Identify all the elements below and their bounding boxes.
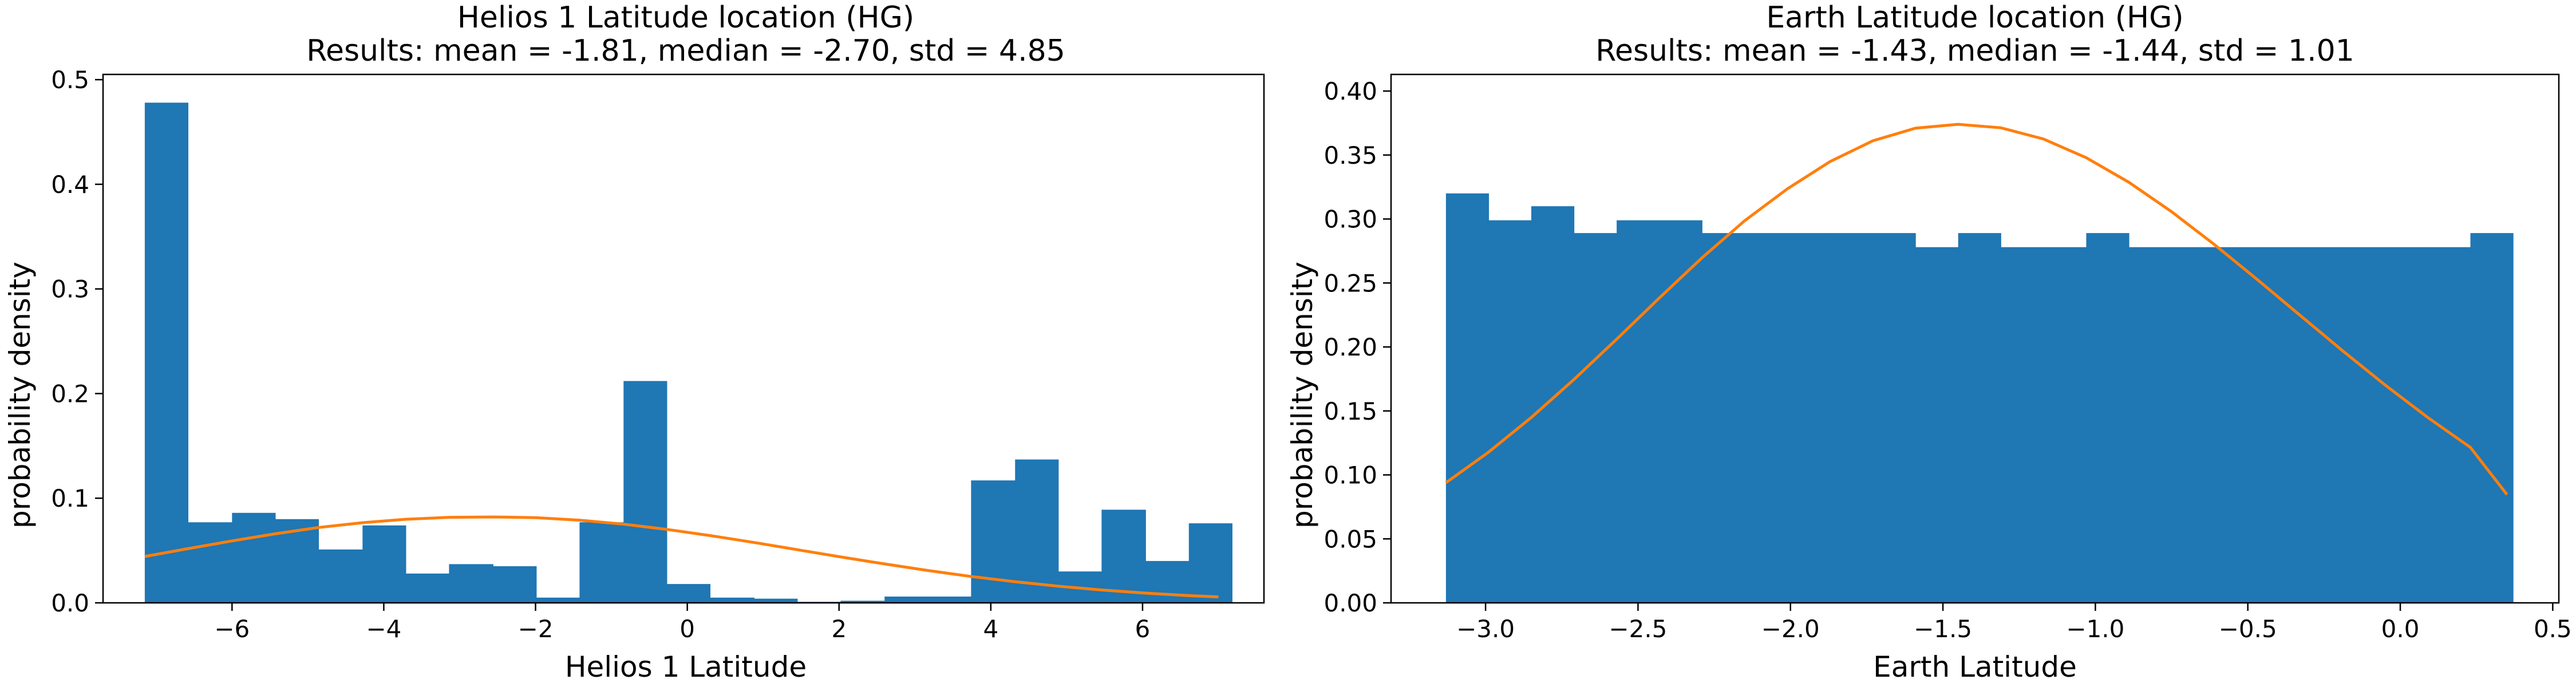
histogram-bar: [1659, 220, 1702, 603]
y-tick-label: 0.15: [1323, 397, 1377, 425]
x-tick-label: 0.5: [2534, 615, 2572, 643]
fit-curve: [1445, 123, 2508, 496]
histogram-bars: [144, 102, 1232, 603]
chart-title: Earth Latitude location (HG): [1766, 1, 2183, 35]
x-axis-ticks: −6 −4 −2 0 2 4 6: [214, 603, 1150, 643]
y-tick-label: 0.25: [1323, 269, 1377, 297]
y-tick-label: 0.3: [51, 275, 89, 303]
y-axis-ticks: 0.0 0.1 0.2 0.3 0.4 0.5: [51, 66, 103, 617]
histogram-bar: [144, 102, 189, 603]
x-tick-label: −0.5: [2219, 615, 2277, 643]
y-tick-label: 0.00: [1323, 589, 1377, 617]
histogram-bar: [2257, 247, 2300, 603]
histogram-bar: [2427, 247, 2471, 603]
histogram-bar: [2470, 233, 2514, 603]
plot-frame: [102, 73, 1265, 604]
plot-frame: [1390, 73, 2560, 604]
chart-subtitle: Results: mean = -1.81, median = -2.70, s…: [306, 34, 1065, 68]
histogram-bar: [623, 381, 667, 603]
histogram-bar: [2385, 247, 2428, 603]
histogram-bar: [318, 549, 363, 603]
histogram-bar: [405, 573, 450, 603]
y-tick-label: 0.20: [1323, 333, 1377, 361]
fit-curve: [144, 515, 1219, 599]
y-axis-ticks: 0.00 0.05 0.10 0.15 0.20 0.25 0.30 0.35 0.40: [1323, 77, 1391, 617]
x-tick-label: −2.0: [1761, 615, 1820, 643]
chart-helios-latitude: Helios 1 Latitude location (HG) Results:…: [3, 1, 1265, 684]
x-tick-label: −1.0: [2066, 615, 2124, 643]
histogram-bar: [232, 512, 276, 603]
chart-earth-latitude: Earth Latitude location (HG) Results: me…: [1286, 1, 2572, 684]
histogram-bar: [754, 598, 798, 603]
histogram-bar: [1958, 233, 2001, 603]
y-tick-label: 0.40: [1323, 77, 1377, 105]
histogram-bar: [666, 584, 710, 603]
x-axis-ticks: −3.0 −2.5 −2.0 −1.5 −1.0 −0.5 0.0 0.5: [1456, 603, 2572, 643]
histogram-bar: [2086, 233, 2129, 603]
histogram-bar: [2342, 247, 2385, 603]
histogram-bar: [2043, 247, 2087, 603]
histogram-bar: [1872, 233, 1916, 603]
x-tick-label: −4: [366, 615, 401, 643]
x-tick-label: −2: [518, 615, 554, 643]
histogram-bar: [2001, 247, 2044, 603]
chart-title: Helios 1 Latitude location (HG): [457, 1, 914, 35]
x-axis-label: Earth Latitude: [1873, 650, 2077, 684]
histogram-bar: [536, 597, 580, 603]
histogram-bar: [1188, 523, 1232, 603]
y-axis-label: probability density: [1286, 262, 1319, 528]
histogram-bar: [1787, 233, 1831, 603]
histogram-bar: [1830, 233, 1874, 603]
histogram-bar: [1445, 193, 1490, 603]
y-tick-label: 0.30: [1323, 206, 1377, 234]
fit-curve-line: [144, 515, 1219, 599]
y-tick-label: 0.05: [1323, 525, 1377, 553]
histogram-bar: [1702, 233, 1745, 603]
histogram-bar: [971, 480, 1016, 603]
fit-curve-line: [1445, 123, 2508, 496]
histogram-bar: [710, 597, 754, 603]
histogram-bar: [493, 566, 537, 603]
histogram-bar: [927, 597, 971, 603]
histogram-bar: [1488, 220, 1532, 603]
x-tick-label: 0: [679, 615, 695, 643]
y-axis-label: probability density: [3, 262, 37, 528]
x-tick-label: 6: [1135, 615, 1151, 643]
y-tick-label: 0.10: [1323, 461, 1377, 489]
x-tick-label: 2: [831, 615, 847, 643]
x-tick-label: −6: [214, 615, 250, 643]
histogram-bar: [362, 525, 406, 603]
histogram-bar: [449, 564, 493, 603]
histogram-bar: [1015, 459, 1059, 603]
x-tick-label: −1.5: [1914, 615, 1972, 643]
y-tick-label: 0.35: [1323, 141, 1377, 169]
histogram-bars: [1445, 193, 2514, 603]
x-axis-label: Helios 1 Latitude: [565, 650, 807, 684]
histogram-bar: [2171, 247, 2215, 603]
histogram-bar: [1574, 233, 1617, 603]
histogram-bar: [188, 522, 232, 603]
x-tick-label: −2.5: [1609, 615, 1667, 643]
y-tick-label: 0.1: [51, 484, 89, 512]
x-tick-label: 0.0: [2381, 615, 2420, 643]
histogram-bar: [1744, 233, 1788, 603]
chart-subtitle: Results: mean = -1.43, median = -1.44, s…: [1595, 34, 2354, 68]
histogram-bar: [2128, 247, 2172, 603]
y-tick-label: 0.0: [51, 589, 89, 617]
histogram-bar: [884, 597, 929, 603]
histogram-bar: [1101, 510, 1146, 603]
histogram-bar: [2300, 247, 2343, 603]
x-tick-label: −3.0: [1456, 615, 1515, 643]
histogram-bar: [2214, 247, 2258, 603]
x-tick-label: 4: [983, 615, 998, 643]
y-tick-label: 0.5: [51, 66, 89, 94]
histogram-bar: [840, 601, 885, 603]
y-tick-label: 0.4: [51, 171, 89, 199]
histogram-bar: [1617, 220, 1660, 603]
histogram-bar: [1915, 247, 1959, 603]
histogram-bar: [579, 522, 624, 603]
y-tick-label: 0.2: [51, 380, 89, 408]
histogram-bar: [1531, 206, 1575, 603]
